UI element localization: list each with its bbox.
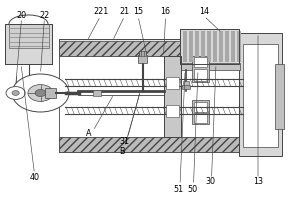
Text: 30: 30	[205, 176, 215, 186]
Text: 14: 14	[199, 7, 209, 17]
Bar	[183, 81, 189, 86]
Bar	[139, 51, 146, 56]
Bar	[213, 31, 217, 62]
Bar	[238, 33, 282, 156]
Bar	[194, 102, 207, 112]
Text: 50: 50	[187, 184, 197, 194]
Bar	[231, 31, 235, 62]
Bar	[189, 31, 193, 62]
Bar	[178, 63, 240, 70]
Text: 20: 20	[16, 10, 27, 20]
Bar	[201, 31, 205, 62]
Bar	[194, 57, 207, 67]
Bar	[195, 31, 199, 62]
Bar	[182, 85, 190, 89]
Bar	[219, 31, 223, 62]
Bar	[164, 56, 181, 137]
Bar	[58, 39, 279, 152]
Text: 51: 51	[173, 184, 184, 194]
Bar	[225, 31, 229, 62]
Text: 15: 15	[133, 7, 143, 17]
Bar	[192, 56, 208, 82]
Bar	[237, 31, 241, 62]
Bar	[58, 137, 279, 152]
Bar	[180, 29, 239, 64]
Bar	[194, 69, 207, 81]
Bar	[183, 31, 187, 62]
Bar	[243, 44, 278, 147]
Bar	[194, 113, 207, 123]
Circle shape	[28, 85, 53, 101]
Text: A: A	[86, 129, 91, 138]
Bar	[5, 24, 52, 64]
Circle shape	[35, 89, 46, 97]
Bar	[138, 55, 147, 63]
Bar	[180, 29, 239, 64]
Text: 21: 21	[119, 7, 130, 17]
Bar	[166, 105, 179, 117]
Bar	[5, 24, 52, 64]
Bar	[166, 77, 179, 89]
Text: 13: 13	[253, 176, 263, 186]
Text: 22: 22	[39, 10, 50, 20]
Circle shape	[12, 91, 19, 95]
Text: 16: 16	[160, 7, 171, 17]
Bar	[274, 64, 284, 129]
Text: 31: 31	[119, 136, 130, 146]
Text: B: B	[119, 146, 124, 156]
Bar	[58, 41, 279, 56]
Text: 221: 221	[93, 7, 108, 17]
Bar	[192, 100, 208, 124]
Bar	[93, 90, 100, 96]
Circle shape	[12, 74, 69, 112]
Bar	[164, 56, 181, 137]
Bar	[58, 56, 279, 137]
Bar	[45, 88, 56, 98]
Text: 40: 40	[29, 172, 40, 182]
Bar	[9, 24, 49, 48]
Bar	[207, 31, 211, 62]
Circle shape	[6, 87, 25, 99]
